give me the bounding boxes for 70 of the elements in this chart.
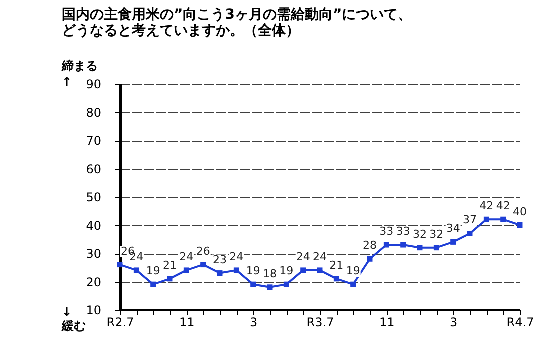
y-tick-label: 10 (86, 304, 102, 318)
point (417, 245, 423, 251)
point (167, 276, 173, 282)
data-label: 26 (196, 244, 210, 258)
data-label: 19 (246, 264, 260, 278)
data-label: 40 (513, 205, 527, 218)
x-tick-label: R4.7 (506, 316, 534, 330)
y-tick-label: 90 (86, 78, 102, 92)
point (334, 276, 340, 282)
text: ↓ (62, 305, 72, 319)
data-label: 42 (480, 200, 494, 213)
y-tick-label: 30 (86, 247, 102, 261)
point (484, 216, 490, 222)
point (284, 282, 290, 288)
text: どうなると考えていますか。（全体） (62, 23, 300, 39)
x-tick-label: R3.7 (306, 316, 334, 330)
point (267, 284, 273, 290)
data-label: 18 (263, 267, 277, 280)
point (517, 222, 523, 228)
point (150, 282, 156, 288)
data-label: 37 (463, 214, 477, 227)
y-tick-label: 70 (86, 134, 102, 148)
data-label: 19 (146, 264, 160, 278)
point (250, 282, 256, 288)
data-label: 19 (346, 264, 360, 278)
point (117, 262, 123, 268)
point (350, 282, 356, 288)
data-label: 24 (296, 250, 310, 264)
point (467, 230, 473, 236)
data-label: 21 (330, 258, 344, 272)
point (234, 268, 240, 274)
data-label: 24 (230, 250, 244, 264)
y-tick-label: 60 (86, 162, 102, 176)
y-tick-label: 40 (86, 218, 102, 233)
x-tick-label: 3 (250, 316, 258, 330)
point (134, 268, 140, 274)
point (300, 268, 306, 274)
point (184, 268, 190, 274)
data-label: 32 (413, 228, 427, 241)
data-label: 32 (430, 228, 444, 241)
point (317, 268, 323, 274)
point (500, 216, 506, 222)
y-tick-label: 80 (86, 106, 102, 120)
data-label: 24 (180, 250, 194, 264)
y-tick-label: 50 (86, 190, 102, 204)
text: 緩む (61, 319, 86, 333)
point (367, 256, 373, 262)
point (200, 262, 206, 268)
point (400, 242, 406, 248)
point (217, 270, 223, 276)
data-label: 42 (496, 200, 510, 213)
data-label: 33 (380, 225, 394, 238)
data-label: 21 (163, 258, 177, 272)
text: 締まる (61, 59, 98, 73)
point (384, 242, 390, 248)
data-label: 23 (213, 253, 227, 266)
y-tick-label: 20 (86, 275, 102, 290)
data-label: 24 (313, 250, 327, 264)
x-tick-label: 11 (180, 316, 195, 330)
x-tick-label: 11 (380, 316, 395, 330)
x-tick-label: 3 (450, 316, 458, 330)
x-tick-label: R2.7 (106, 316, 134, 330)
point (450, 239, 456, 245)
point (434, 245, 440, 251)
data-label: 34 (446, 222, 460, 236)
data-label: 28 (363, 239, 377, 252)
text: ↑ (62, 75, 72, 89)
data-label: 33 (396, 225, 410, 238)
text: 国内の主食用米の”向こう3ヶ月の需給動向”について、 (62, 7, 412, 23)
data-label: 19 (280, 264, 294, 278)
